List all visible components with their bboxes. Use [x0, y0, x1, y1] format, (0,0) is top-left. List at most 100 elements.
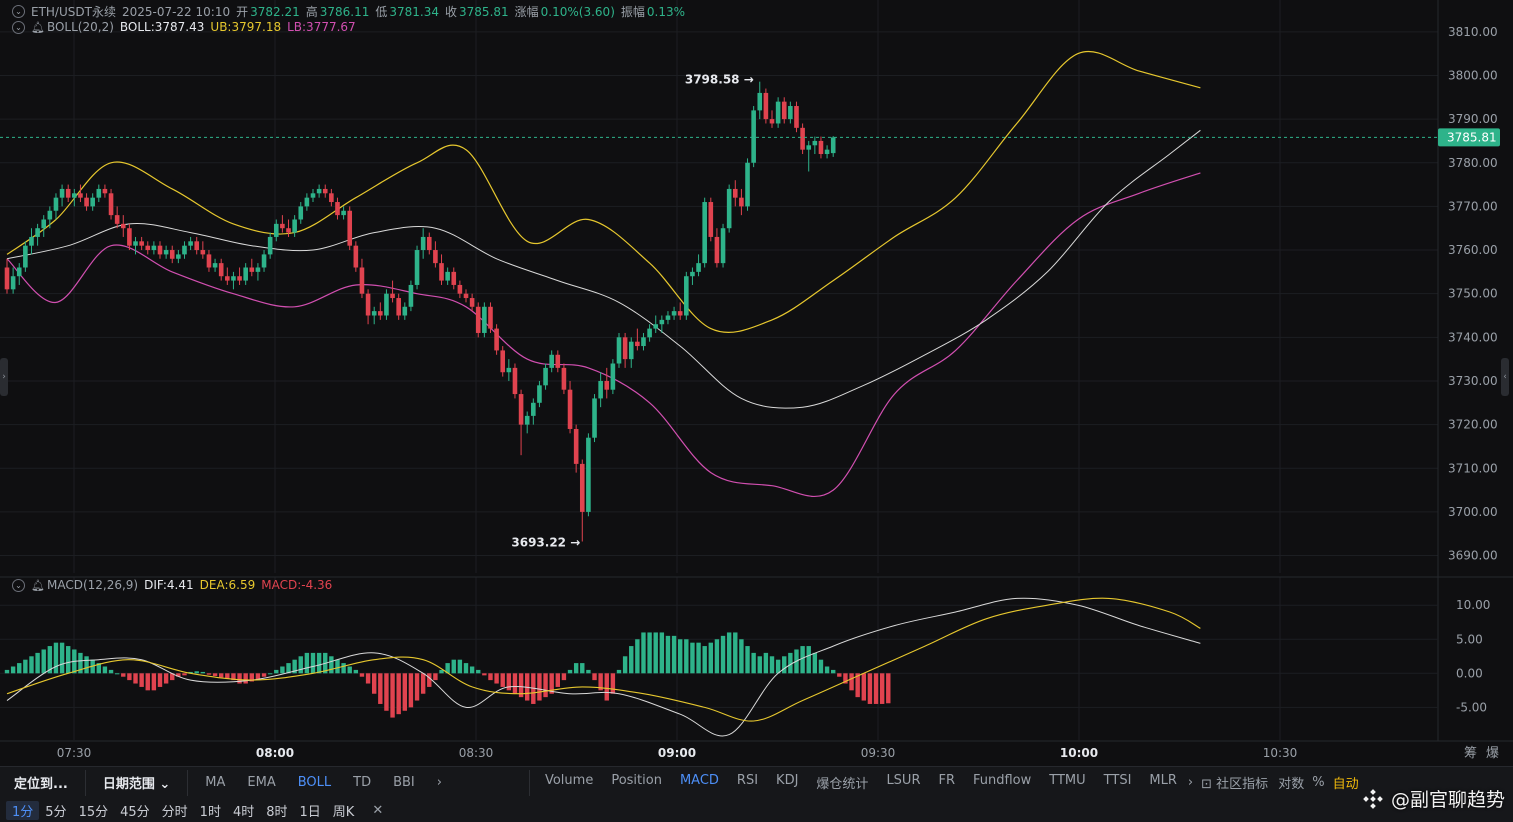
main-indicator-bbi[interactable]: BBI [393, 775, 415, 790]
candle-body [433, 250, 438, 264]
candle-body [72, 193, 77, 198]
timeframe-4[interactable]: 分时 [161, 804, 188, 820]
macd-histogram-bar [145, 673, 150, 691]
collapse-chevron-icon[interactable]: ⌄ [12, 578, 25, 592]
close-timeframes-icon[interactable]: ✕ [372, 802, 384, 818]
price-tick-label: 3790.00 [1448, 112, 1498, 126]
sub-indicator-8[interactable]: Fundflow [973, 773, 1032, 788]
candle-body [304, 197, 310, 207]
alert-bell-icon[interactable]: 🔔︎ [31, 20, 45, 34]
sub-indicator-0[interactable]: Volume [544, 773, 594, 788]
sub-indicator-4[interactable]: KDJ [776, 773, 799, 788]
candle-body [212, 263, 218, 268]
candle-body [690, 271, 695, 277]
macd-histogram-bar [365, 673, 371, 684]
sub-indicator-10[interactable]: TTSI [1103, 773, 1132, 788]
macd-histogram-bar [561, 673, 567, 681]
macd-histogram-bar [84, 656, 89, 674]
macd-histogram-bar [292, 659, 297, 674]
macd-histogram-bar [194, 671, 199, 674]
candle-body [114, 215, 120, 224]
macd-histogram-bar [41, 649, 46, 674]
timeframe-7[interactable]: 8时 [266, 804, 288, 820]
candle-body [781, 101, 787, 120]
macd-dif-line [6, 597, 1201, 737]
macd-legend: ⌄ 🔔︎ MACD(12,26,9) DIF:4.41 DEA:6.59 MAC… [12, 578, 332, 592]
timeframe-6[interactable]: 4时 [232, 804, 255, 820]
macd-histogram-bar [488, 673, 493, 681]
candle-body [659, 319, 665, 325]
percent-scale-toggle[interactable]: % [1312, 775, 1325, 790]
sub-indicator-11[interactable]: MLR [1149, 773, 1177, 788]
macd-histogram-bar [525, 673, 530, 701]
candle-body [353, 245, 359, 268]
log-scale-toggle[interactable]: 对数 [1278, 777, 1305, 792]
collapse-chevron-icon[interactable]: ⌄ [12, 5, 25, 18]
macd-histogram-bar [108, 669, 114, 674]
candle-body [169, 250, 175, 259]
candle-body [500, 350, 506, 373]
macd-histogram-bar [298, 656, 303, 674]
timeframe-8[interactable]: 1日 [299, 804, 321, 820]
right-panel-handle[interactable]: ‹ [1501, 358, 1509, 396]
timeframe-0[interactable]: 1分 [6, 800, 40, 820]
candle-body [524, 415, 530, 425]
scroll-right-icon[interactable]: › [1187, 775, 1194, 790]
main-indicator-boll[interactable]: BOLL [297, 775, 332, 790]
candle-body [176, 254, 181, 259]
candle-body [108, 193, 114, 216]
sub-indicator-9[interactable]: TTMU [1049, 773, 1086, 788]
toolbar-divider [187, 769, 189, 796]
macd-histogram-bar [341, 663, 346, 674]
main-indicator-ema[interactable]: EMA [247, 775, 276, 790]
timeframe-1[interactable]: 5分 [45, 804, 67, 820]
scroll-right-icon[interactable]: › [436, 775, 442, 790]
macd-histogram-bar [690, 642, 695, 674]
macd-histogram-bar [261, 673, 267, 677]
price-tick-label: 3750.00 [1448, 287, 1498, 301]
sub-indicator-7[interactable]: FR [938, 773, 955, 788]
chart-area[interactable]: 3810.00 3800.00 3790.00 3780.00 3770.00 3760.… [0, 0, 1513, 766]
community-indicators-button[interactable]: ⊡ 社区指标 [1195, 773, 1274, 792]
collapse-chevron-icon[interactable]: ⌄ [12, 20, 25, 34]
macd-histogram-bar [310, 652, 316, 674]
candle-body [494, 328, 499, 351]
candle-body [280, 223, 285, 229]
auto-scale-toggle[interactable]: 自动 [1332, 777, 1359, 792]
macd-histogram-bar [396, 673, 401, 715]
timeframe-5[interactable]: 1时 [199, 804, 221, 820]
timeframe-9[interactable]: 周K [332, 804, 355, 820]
macd-histogram-bar [837, 673, 842, 677]
time-tick-label: 10:30 [1263, 746, 1298, 760]
alert-bell-icon[interactable]: 🔔︎ [31, 578, 45, 592]
main-indicator-td[interactable]: TD [353, 775, 372, 790]
macd-histogram-bar [708, 642, 713, 674]
price-chart-svg[interactable]: 3810.00 3800.00 3790.00 3780.00 3770.00 3760.… [0, 0, 1513, 766]
candle-body [408, 284, 414, 307]
macd-histogram-bar [249, 673, 254, 682]
right-axis-icon: 爆 [1486, 746, 1499, 761]
candle-body [255, 267, 261, 272]
date-range-dropdown[interactable]: 日期范围 ⌄ [92, 773, 181, 792]
main-indicator-ma[interactable]: MA [205, 775, 226, 790]
macd-histogram-bar [500, 673, 505, 687]
candle-body [818, 140, 824, 155]
timeframe-2[interactable]: 15分 [78, 804, 109, 820]
candle-body [561, 367, 567, 390]
macd-histogram-bar [604, 673, 609, 701]
candle-body [316, 188, 322, 194]
sub-indicator-2[interactable]: MACD [679, 773, 719, 788]
symbol-info-line: ⌄ ETH/USDT永续 2025-07-22 10:10 开 3782.21 高… [12, 3, 685, 20]
macd-histogram-bar [567, 669, 573, 674]
amplitude-value: 0.13% [646, 4, 686, 19]
sub-indicator-1[interactable]: Position [611, 773, 662, 788]
sub-indicator-5[interactable]: 爆仓统计 [816, 777, 869, 792]
timeframe-3[interactable]: 45分 [120, 804, 150, 820]
low-label: 低 [375, 5, 388, 19]
sub-indicator-3[interactable]: RSI [736, 773, 759, 788]
locate-button[interactable]: 定位到... [14, 777, 68, 792]
chart-background [0, 0, 1513, 766]
sub-indicator-6[interactable]: LSUR [886, 773, 921, 788]
candle-body [763, 92, 769, 120]
left-panel-handle[interactable]: › [0, 358, 8, 396]
